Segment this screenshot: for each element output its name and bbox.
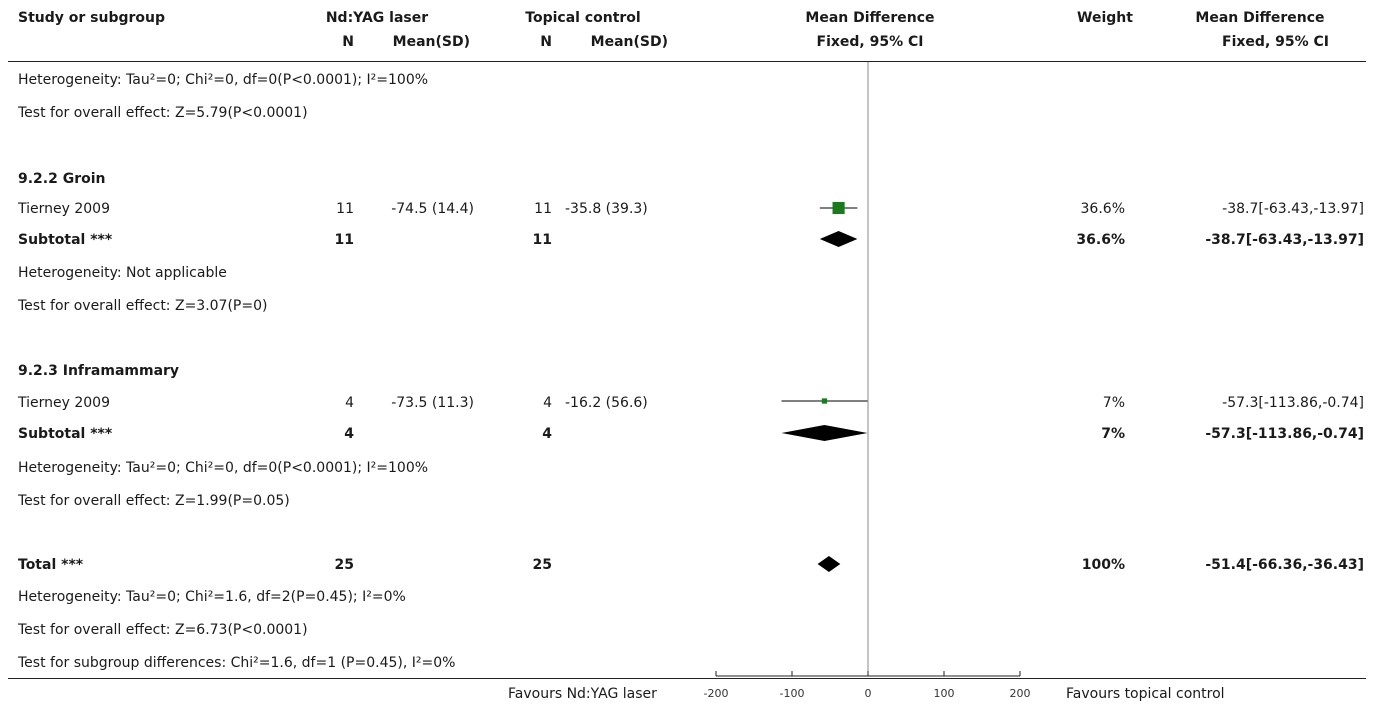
favours-left-label: Favours Nd:YAG laser [508,686,657,702]
cell-ms2: -35.8 (39.3) [565,201,648,217]
cell-weight: 36.6% [1080,201,1125,217]
cell-n1: 4 [344,426,354,442]
row-label: Heterogeneity: Not applicable [18,265,227,281]
favours-right-label: Favours topical control [1066,686,1225,702]
cell-n2: 4 [542,426,552,442]
cell-n1: 11 [334,232,354,248]
cell-n2: 25 [532,557,552,573]
row-label: Tierney 2009 [18,201,110,217]
summary-diamond [817,556,841,572]
header-n-ctrl: N [540,34,552,50]
study-marker [821,398,828,404]
header-exp-group: Nd:YAG laser [325,10,429,26]
cell-ms2: -16.2 (56.6) [565,395,648,411]
cell-weight: 7% [1101,426,1125,442]
row-label: 9.2.3 Inframammary [18,363,180,379]
header-method: Fixed, 95% CI [816,34,924,50]
row-label: Subtotal *** [18,232,113,248]
row-label: Subtotal *** [18,426,113,442]
row-label: Test for subgroup differences: Chi²=1.6,… [18,655,456,671]
x-tick-label: 0 [865,687,872,700]
cell-ci: -57.3[-113.86,-0.74] [1222,395,1364,411]
study-marker [832,201,845,215]
header-mean-sd-ctrl: Mean(SD) [590,34,668,50]
cell-weight: 100% [1081,557,1125,573]
cell-ci: -57.3[-113.86,-0.74] [1205,426,1364,442]
cell-n1: 4 [345,395,354,411]
cell-ms1: -74.5 (14.4) [391,201,474,217]
summary-diamond [819,231,858,247]
header-method-right: Fixed, 95% CI [1222,34,1329,50]
row-label: Test for overall effect: Z=6.73(P<0.0001… [18,622,308,638]
cell-ci: -51.4[-66.36,-36.43] [1205,557,1364,573]
row-label: Tierney 2009 [18,395,110,411]
cell-n1: 11 [336,201,354,217]
x-tick-label: 200 [1010,687,1031,700]
cell-weight: 36.6% [1076,232,1125,248]
cell-n2: 11 [534,201,552,217]
header-ctrl-group: Topical control [525,10,641,26]
footer-rule [8,678,1366,679]
header-mean-sd-exp: Mean(SD) [392,34,470,50]
summary-diamond [781,425,868,441]
row-label: Total *** [18,557,84,573]
cell-ms1: -73.5 (11.3) [391,395,474,411]
x-tick-label: -100 [780,687,805,700]
row-label: Heterogeneity: Tau²=0; Chi²=0, df=0(P<0.… [18,72,429,88]
row-label: 9.2.2 Groin [18,171,106,187]
x-tick-label: -200 [704,687,729,700]
row-label: Test for overall effect: Z=1.99(P=0.05) [18,493,290,509]
cell-weight: 7% [1102,395,1125,411]
cell-ci: -38.7[-63.43,-13.97] [1205,232,1364,248]
row-label: Test for overall effect: Z=5.79(P<0.0001… [18,105,308,121]
cell-n2: 4 [543,395,552,411]
cell-n1: 25 [334,557,354,573]
header-mean-difference: Mean Difference [805,10,935,26]
row-label: Heterogeneity: Tau²=0; Chi²=0, df=0(P<0.… [18,460,429,476]
header-weight: Weight [1077,10,1133,26]
cell-ci: -38.7[-63.43,-13.97] [1222,201,1364,217]
header-rule [8,61,1366,62]
header-study: Study or subgroup [18,10,166,26]
x-tick-label: 100 [934,687,955,700]
cell-n2: 11 [532,232,552,248]
row-label: Heterogeneity: Tau²=0; Chi²=1.6, df=2(P=… [18,589,406,605]
header-mean-difference-right: Mean Difference [1195,10,1325,26]
header-n-exp: N [342,34,354,50]
row-label: Test for overall effect: Z=3.07(P=0) [18,298,268,314]
